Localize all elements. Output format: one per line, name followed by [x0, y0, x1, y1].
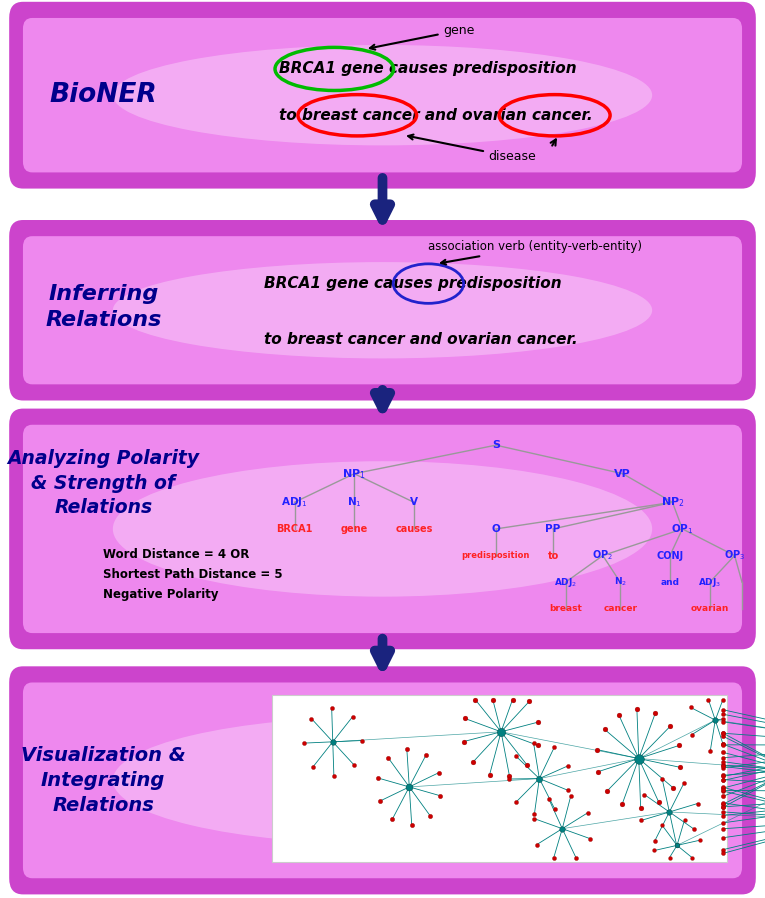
FancyBboxPatch shape [23, 425, 742, 633]
Text: disease: disease [409, 135, 536, 163]
Text: causes: causes [396, 524, 432, 534]
Ellipse shape [113, 45, 652, 145]
Text: predisposition: predisposition [462, 551, 530, 560]
Text: Word Distance = 4 OR
Shortest Path Distance = 5
Negative Polarity: Word Distance = 4 OR Shortest Path Dista… [103, 549, 283, 602]
Text: Analyzing Polarity
& Strength of
Relations: Analyzing Polarity & Strength of Relatio… [7, 449, 200, 517]
Text: OP$_3$: OP$_3$ [724, 549, 745, 562]
Text: Inferring
Relations: Inferring Relations [45, 284, 161, 330]
Text: BRCA1 gene causes predisposition: BRCA1 gene causes predisposition [264, 276, 562, 291]
Text: V: V [410, 497, 418, 507]
Ellipse shape [113, 262, 652, 358]
Text: to: to [548, 550, 558, 560]
Text: VP: VP [614, 469, 631, 479]
Text: to breast cancer and ovarian cancer.: to breast cancer and ovarian cancer. [279, 108, 593, 123]
Text: Visualization &
Integrating
Relations: Visualization & Integrating Relations [21, 746, 186, 814]
Text: S: S [492, 440, 500, 450]
Text: O: O [492, 524, 500, 534]
Text: gene: gene [370, 24, 475, 49]
Text: ADJ$_1$: ADJ$_1$ [282, 496, 308, 509]
FancyBboxPatch shape [23, 236, 742, 384]
FancyBboxPatch shape [272, 695, 727, 862]
Text: NP$_2$: NP$_2$ [661, 496, 684, 509]
Text: gene: gene [340, 524, 368, 534]
Text: cancer: cancer [604, 604, 637, 613]
Text: ADJ$_2$: ADJ$_2$ [554, 576, 577, 589]
Text: to breast cancer and ovarian cancer.: to breast cancer and ovarian cancer. [264, 332, 578, 348]
FancyBboxPatch shape [23, 682, 742, 878]
Text: OP$_1$: OP$_1$ [671, 522, 694, 536]
Text: ADJ$_3$: ADJ$_3$ [698, 576, 721, 589]
Text: OP$_2$: OP$_2$ [592, 549, 614, 562]
Ellipse shape [113, 462, 652, 596]
Text: ovarian: ovarian [691, 604, 729, 613]
FancyBboxPatch shape [23, 18, 742, 172]
Text: PP: PP [545, 524, 561, 534]
Text: breast: breast [549, 604, 582, 613]
Text: N$_2$: N$_2$ [614, 576, 627, 588]
FancyBboxPatch shape [9, 666, 756, 894]
Text: N$_1$: N$_1$ [347, 496, 362, 509]
Text: and: and [660, 577, 679, 586]
Text: BRCA1 gene causes predisposition: BRCA1 gene causes predisposition [279, 61, 577, 76]
Text: NP$_1$: NP$_1$ [342, 467, 366, 480]
Text: CONJ: CONJ [656, 550, 683, 560]
Text: BioNER: BioNER [50, 83, 157, 108]
FancyBboxPatch shape [9, 220, 756, 401]
FancyBboxPatch shape [9, 2, 756, 189]
Ellipse shape [113, 717, 652, 844]
Text: BRCA1: BRCA1 [276, 524, 313, 534]
FancyBboxPatch shape [9, 409, 756, 649]
Text: association verb (entity-verb-entity): association verb (entity-verb-entity) [428, 240, 643, 265]
